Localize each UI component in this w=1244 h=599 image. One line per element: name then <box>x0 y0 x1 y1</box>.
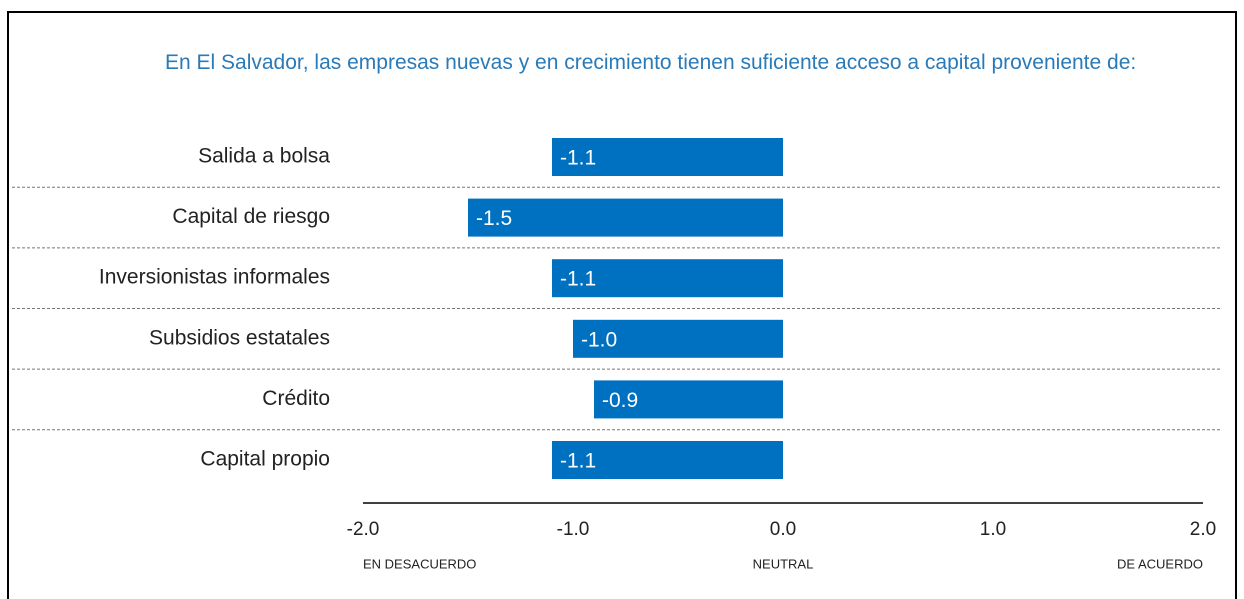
bar <box>468 198 783 237</box>
value-label: -1.1 <box>560 450 596 473</box>
category-label: Subsidios estatales <box>149 326 330 349</box>
category-label: Inversionistas informales <box>99 266 330 289</box>
x-tick-label: -2.0 <box>347 519 380 540</box>
value-label: -1.0 <box>581 328 617 351</box>
axis-annotation: NEUTRAL <box>753 556 814 571</box>
bar <box>552 138 783 176</box>
value-label: -0.9 <box>602 389 638 412</box>
bar <box>573 319 783 358</box>
value-label: -1.5 <box>476 207 512 230</box>
x-tick-label: -1.0 <box>557 519 590 540</box>
value-label: -1.1 <box>560 268 596 291</box>
category-label: Crédito <box>262 387 330 410</box>
value-label: -1.1 <box>560 147 596 170</box>
bar <box>594 380 783 419</box>
bar <box>552 259 783 298</box>
frame <box>7 11 1237 599</box>
x-tick-label: 1.0 <box>980 519 1006 540</box>
x-tick-label: 2.0 <box>1190 519 1216 540</box>
axis-annotation: DE ACUERDO <box>1117 556 1203 571</box>
category-label: Capital propio <box>200 448 330 471</box>
chart-title: En El Salvador, las empresas nuevas y en… <box>165 51 1137 74</box>
axis-annotation: EN DESACUERDO <box>363 556 476 571</box>
bar <box>552 441 783 479</box>
category-label: Capital de riesgo <box>172 205 330 228</box>
category-label: Salida a bolsa <box>198 145 330 168</box>
x-tick-label: 0.0 <box>770 519 796 540</box>
